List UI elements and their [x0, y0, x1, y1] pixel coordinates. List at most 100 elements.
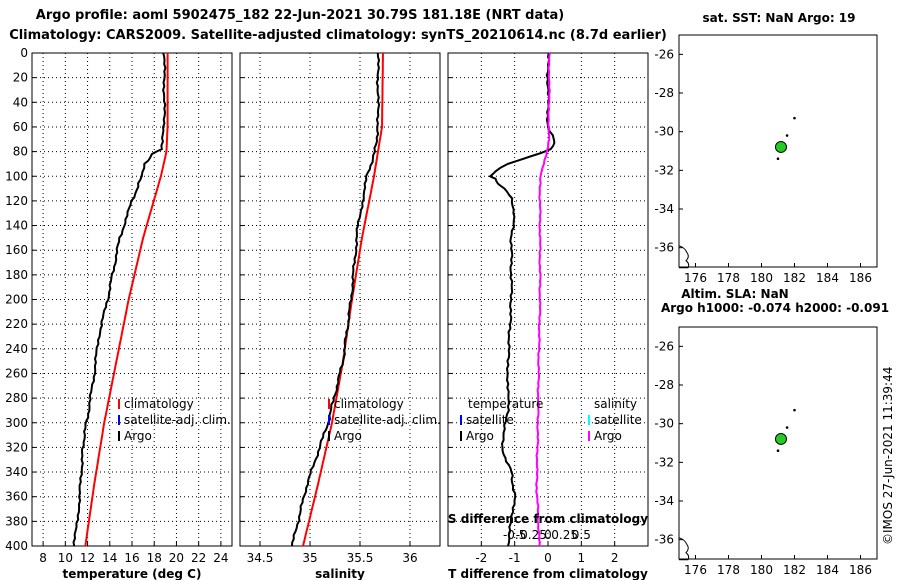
map_sst-ytick-label: -28	[654, 86, 674, 100]
temperature-xtick-label: 14	[102, 551, 117, 565]
difference-xtick2-label: 0	[544, 528, 552, 542]
difference-salinity-line	[535, 52, 551, 547]
depth-tick-label: 320	[5, 440, 28, 454]
depth-tick-label: 140	[5, 219, 28, 233]
difference-xtick-label: -2	[475, 551, 487, 565]
depth-tick-label: 300	[5, 416, 28, 430]
map_sla-xtick-label: 182	[783, 563, 806, 577]
difference-legend-temperature-title: temperature	[468, 397, 543, 411]
map_sst-island-marker	[785, 134, 789, 137]
difference-xtick2-label: -0.5	[503, 528, 526, 542]
figure-title-line1: Argo profile: aoml 5902475_182 22-Jun-20…	[36, 8, 564, 23]
salinity-xtick-label: 35	[302, 551, 317, 565]
depth-tick-label: 340	[5, 465, 28, 479]
map_sla-xtick-label: 176	[684, 563, 707, 577]
temperature-xtick-label: 12	[80, 551, 95, 565]
salinity-xtick-label: 34.5	[247, 551, 274, 565]
map_sst-ytick-label: -32	[654, 163, 674, 177]
temperature-xtick-label: 22	[191, 551, 206, 565]
temperature-xtick-label: 24	[213, 551, 228, 565]
depth-tick-label: 400	[5, 539, 28, 553]
difference-xlabel: T difference from climatology	[448, 567, 648, 580]
depth-tick-label: 200	[5, 293, 28, 307]
depth-tick-label: 0	[20, 46, 28, 60]
depth-tick-label: 260	[5, 366, 28, 380]
temperature-climatology-line	[84, 53, 169, 547]
timestamp: ©IMOS 27-Jun-2021 11:39:44	[881, 367, 895, 545]
difference-legend-salinity-title: salinity	[594, 397, 637, 411]
map_sla-ytick-label: -26	[654, 339, 674, 353]
depth-tick-label: 20	[13, 71, 28, 85]
salinity-legend-label: Argo	[334, 429, 362, 443]
map_sst-profile-marker	[774, 140, 787, 153]
map-sst-title: sat. SST: NaN Argo: 19	[702, 11, 855, 25]
salinity-legend-label: climatology	[334, 397, 404, 411]
difference-legend-label: satellite	[594, 413, 642, 427]
map_sla-xtick-label: 184	[816, 563, 839, 577]
depth-tick-label: 80	[13, 145, 28, 159]
map-sla-title2: Argo h1000: -0.074 h2000: -0.091	[661, 301, 889, 315]
temperature-xlabel: temperature (deg C)	[63, 567, 202, 580]
depth-tick-label: 360	[5, 490, 28, 504]
depth-tick-label: 380	[5, 514, 28, 528]
depth-tick-label: 100	[5, 169, 28, 183]
salinity-argo-line	[291, 52, 381, 547]
temperature-legend-label: satellite-adj. clim.	[124, 413, 231, 427]
map_sst-frame	[678, 34, 878, 268]
figure-title-line2: Climatology: CARS2009. Satellite-adjuste…	[9, 28, 667, 43]
difference-xlabel2: S difference from climatology	[448, 512, 648, 526]
temperature-xtick-label: 18	[147, 551, 162, 565]
temperature-legend-label: Argo	[124, 429, 152, 443]
salinity-xlabel: salinity	[315, 567, 365, 580]
difference-xtick2-label: 0.25	[551, 528, 578, 542]
map_sla-coastline	[678, 537, 690, 561]
map_sst-island-marker	[793, 116, 796, 120]
map_sst-coastline	[678, 245, 690, 269]
map_sst-ytick-label: -34	[654, 202, 674, 216]
map_sla-ytick-label: -32	[654, 455, 674, 469]
map_sst-ytick-label: -36	[654, 241, 674, 255]
map_sst-xtick-label: 184	[816, 271, 839, 285]
depth-tick-label: 180	[5, 268, 28, 282]
map_sla-xtick-label: 186	[849, 563, 872, 577]
map_sla-island-marker	[793, 408, 796, 412]
map_sst-xtick-label: 178	[717, 271, 740, 285]
depth-tick-label: 160	[5, 243, 28, 257]
map_sst-island-marker	[776, 157, 780, 161]
difference-xtick2-label: -0.25	[516, 528, 547, 542]
salinity-xtick-label: 35.5	[347, 551, 374, 565]
salinity-legend-label: satellite-adj. clim.	[334, 413, 441, 427]
map_sla-ytick-label: -30	[654, 417, 674, 431]
map_sla-island-marker	[785, 426, 789, 429]
difference-xtick-label: 1	[578, 551, 586, 565]
difference-xtick2-label: 0.5	[572, 528, 591, 542]
map_sla-xtick-label: 178	[717, 563, 740, 577]
map_sla-xtick-label: 180	[750, 563, 773, 577]
depth-tick-label: 220	[5, 317, 28, 331]
depth-tick-label: 240	[5, 342, 28, 356]
map_sst-xtick-label: 182	[783, 271, 806, 285]
temperature-xtick-label: 10	[58, 551, 73, 565]
difference-temperature-line	[488, 52, 556, 547]
map_sst-xtick-label: 186	[849, 271, 872, 285]
temperature-argo-line	[72, 52, 167, 547]
difference-xtick-label: -1	[509, 551, 521, 565]
plot-layer: 0204060801001201401601802002202402602803…	[5, 11, 889, 580]
map_sla-ytick-label: -34	[654, 494, 674, 508]
difference-xtick-label: 0	[544, 551, 552, 565]
salinity-xtick-label: 36	[402, 551, 417, 565]
map_sst-ytick-label: -26	[654, 47, 674, 61]
salinity-climatology-line	[302, 52, 384, 547]
difference-legend-label: Argo	[466, 429, 494, 443]
map_sst-ytick-label: -30	[654, 125, 674, 139]
difference-xtick-label: 2	[611, 551, 619, 565]
temperature-legend-label: climatology	[124, 397, 194, 411]
depth-tick-label: 40	[13, 95, 28, 109]
difference-legend-label: satellite	[466, 413, 514, 427]
temperature-xtick-label: 16	[124, 551, 139, 565]
map_sla-ytick-label: -28	[654, 378, 674, 392]
map_sla-profile-marker	[774, 432, 787, 445]
difference-legend-label: Argo	[594, 429, 622, 443]
map_sla-ytick-label: -36	[654, 533, 674, 547]
